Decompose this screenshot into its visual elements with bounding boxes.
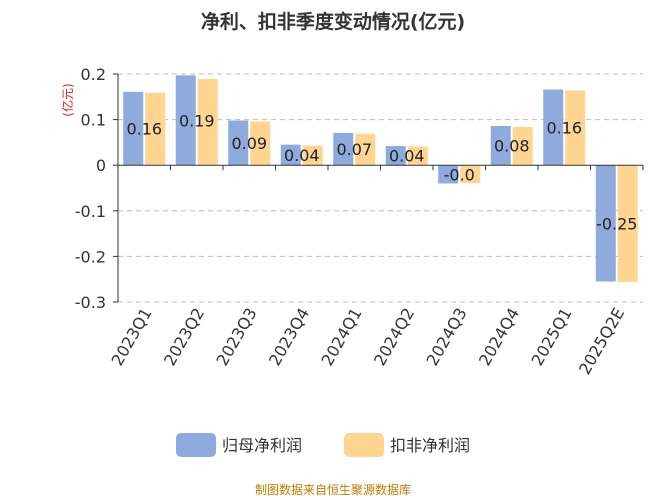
bar-deducted-profit-2023Q1 [145,92,166,166]
data-label: -0.25 [596,214,637,233]
y-axis-unit-label: (亿元) [60,83,75,116]
data-label: 0.16 [546,118,582,137]
bar-deducted-profit-2025Q2E [617,165,638,282]
bar-deducted-profit-2023Q2 [197,79,218,166]
gridlines [118,73,643,303]
data-label: 0.08 [494,137,530,156]
bar-deducted-profit-2023Q3 [250,121,271,166]
x-tick-label: 2023Q4 [265,305,313,369]
bar-deducted-profit-2024Q1 [355,133,376,166]
bar-deducted-profit-2024Q2 [407,146,428,166]
chart-title: 净利、扣非季度变动情况(亿元) [201,10,465,33]
bar-net-profit-2024Q3 [438,165,459,184]
x-tick-label: 2025Q2E [575,305,628,378]
legend-swatch [344,433,384,457]
bar-net-profit-2023Q4 [280,144,301,166]
x-tick-label: 2024Q3 [423,305,471,369]
bar-deducted-profit-2023Q4 [302,145,323,166]
data-labels: 0.16 0.19 0.09 0.04 0.07 0.04 -0.0 0.08 0.16 -0.2… [126,111,637,233]
data-label: 0.04 [284,146,320,165]
x-tick-label: 2023Q2 [160,305,208,369]
data-label: 0.07 [336,140,372,159]
legend-label: 扣非净利润 [390,436,470,455]
bar-net-profit-2023Q2 [175,75,196,166]
source-note: 制图数据来自恒生聚源数据库 [255,482,411,497]
x-tick-label: 2024Q4 [475,305,523,369]
data-label: 0.16 [126,119,162,138]
data-label: 0.19 [179,111,215,130]
data-label: 0.04 [389,147,425,166]
data-label: -0.0 [444,165,475,184]
x-tick-label: 2024Q2 [370,305,418,369]
legend: 归母净利润 扣非净利润 [176,433,470,457]
y-axis: 0.2 0.1 0 -0.1 -0.2 -0.3 [75,65,119,312]
y-tick-label: -0.3 [75,293,106,312]
bar-net-profit-2024Q4 [490,125,511,166]
bar-net-profit-2025Q2E [595,165,616,282]
bar-net-profit-2024Q2 [385,146,406,166]
x-tick-label: 2025Q1 [528,305,576,369]
y-tick-label: 0.1 [81,111,106,130]
y-tick-label: 0 [96,156,106,175]
bars [123,75,638,282]
bar-deducted-profit-2024Q4 [512,126,533,166]
bar-net-profit-2025Q1 [543,89,564,166]
data-label: 0.09 [231,134,267,153]
bar-net-profit-2023Q3 [228,120,249,166]
bar-net-profit-2023Q1 [123,91,144,166]
x-tick-label: 2024Q1 [318,305,366,369]
bar-deducted-profit-2024Q3 [460,165,481,183]
legend-label: 归母净利润 [222,436,302,455]
x-tick-label: 2023Q3 [213,305,261,369]
y-tick-label: -0.1 [75,202,106,221]
x-axis: 2023Q1 2023Q2 2023Q3 2023Q4 2024Q1 2024Q2 2024… [108,164,644,378]
legend-swatch [176,433,216,457]
bar-net-profit-2024Q1 [333,132,354,166]
x-tick-label: 2023Q1 [108,305,156,369]
y-tick-label: -0.2 [75,247,106,266]
bar-deducted-profit-2025Q1 [565,90,586,166]
y-tick-label: 0.2 [81,65,106,84]
